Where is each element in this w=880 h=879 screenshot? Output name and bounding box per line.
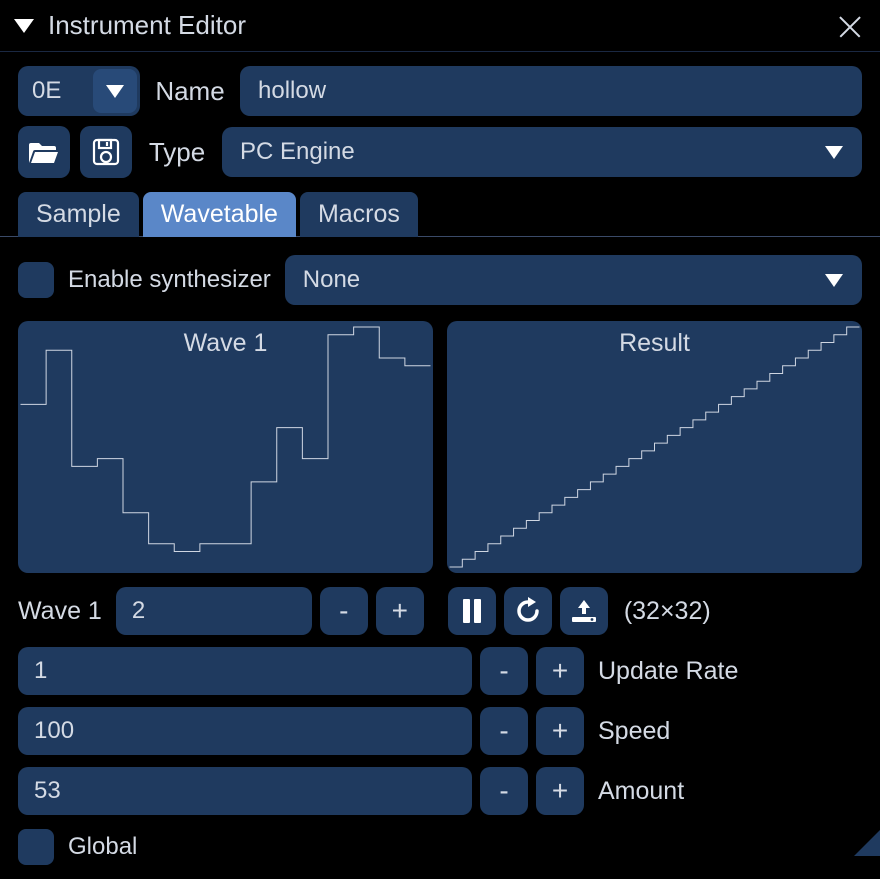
speed-minus-button[interactable]: - xyxy=(480,707,528,755)
update-rate-minus-button[interactable]: - xyxy=(480,647,528,695)
name-label: Name xyxy=(150,76,230,107)
name-input[interactable] xyxy=(240,66,862,116)
wave1-label: Wave 1 xyxy=(18,597,102,626)
save-icon xyxy=(92,138,120,166)
wave1-title: Wave 1 xyxy=(18,329,433,358)
wave1-plus-button[interactable]: + xyxy=(376,587,424,635)
type-label: Type xyxy=(142,137,212,168)
instrument-id-value: 0E xyxy=(32,77,90,105)
wave1-minus-button[interactable]: - xyxy=(320,587,368,635)
wave1-panel: Wave 1 xyxy=(18,321,433,573)
result-title: Result xyxy=(447,329,862,358)
type-value: PC Engine xyxy=(240,138,355,166)
amount-minus-button[interactable]: - xyxy=(480,767,528,815)
type-select[interactable]: PC Engine xyxy=(222,127,862,177)
update-rate-label: Update Rate xyxy=(598,657,738,686)
tab-wavetable[interactable]: Wavetable xyxy=(143,192,296,237)
update-rate-input[interactable] xyxy=(18,647,472,695)
collapse-icon[interactable] xyxy=(14,19,34,33)
amount-plus-button[interactable]: + xyxy=(536,767,584,815)
pause-button[interactable] xyxy=(448,587,496,635)
instrument-id-select[interactable]: 0E xyxy=(18,66,140,116)
open-button[interactable] xyxy=(18,126,70,178)
pause-icon xyxy=(461,599,483,623)
tab-sample[interactable]: Sample xyxy=(18,192,139,237)
titlebar: Instrument Editor xyxy=(0,0,880,52)
synth-mode-select[interactable]: None xyxy=(285,255,862,305)
speed-label: Speed xyxy=(598,717,670,746)
wave-dimensions: (32×32) xyxy=(624,597,711,626)
tab-macros[interactable]: Macros xyxy=(300,192,418,237)
restart-button[interactable] xyxy=(504,587,552,635)
result-panel: Result xyxy=(447,321,862,573)
wave1-waveform xyxy=(18,321,433,573)
upload-button[interactable] xyxy=(560,587,608,635)
speed-plus-button[interactable]: + xyxy=(536,707,584,755)
window-title: Instrument Editor xyxy=(48,10,246,41)
folder-open-icon xyxy=(29,139,59,165)
amount-input[interactable] xyxy=(18,767,472,815)
resize-handle[interactable] xyxy=(854,830,880,856)
chevron-down-icon xyxy=(93,69,137,113)
speed-input[interactable] xyxy=(18,707,472,755)
chevron-down-icon xyxy=(809,258,859,302)
wave1-value-input[interactable] xyxy=(116,587,312,635)
update-rate-plus-button[interactable]: + xyxy=(536,647,584,695)
chevron-down-icon xyxy=(809,127,859,177)
global-label: Global xyxy=(68,833,137,861)
amount-label: Amount xyxy=(598,777,684,806)
enable-synth-checkbox[interactable] xyxy=(18,262,54,298)
global-checkbox[interactable] xyxy=(18,829,54,865)
result-waveform xyxy=(447,321,862,573)
save-button[interactable] xyxy=(80,126,132,178)
restart-icon xyxy=(514,597,542,625)
enable-synth-label: Enable synthesizer xyxy=(68,266,271,294)
upload-icon xyxy=(570,598,598,624)
synth-mode-value: None xyxy=(303,266,360,294)
close-icon[interactable] xyxy=(836,12,864,40)
